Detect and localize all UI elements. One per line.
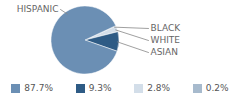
html-text:9.3%: 9.3% — [88, 83, 112, 93]
html-text:2.8%: 2.8% — [147, 83, 171, 93]
svg-text:WHITE: WHITE — [151, 35, 181, 45]
svg-text:ASIAN: ASIAN — [151, 47, 178, 57]
html-text:0.2%: 0.2% — [205, 83, 229, 93]
svg-text:HISPANIC: HISPANIC — [17, 4, 59, 14]
svg-text:BLACK: BLACK — [151, 23, 182, 33]
html-text:87.7%: 87.7% — [24, 83, 53, 93]
